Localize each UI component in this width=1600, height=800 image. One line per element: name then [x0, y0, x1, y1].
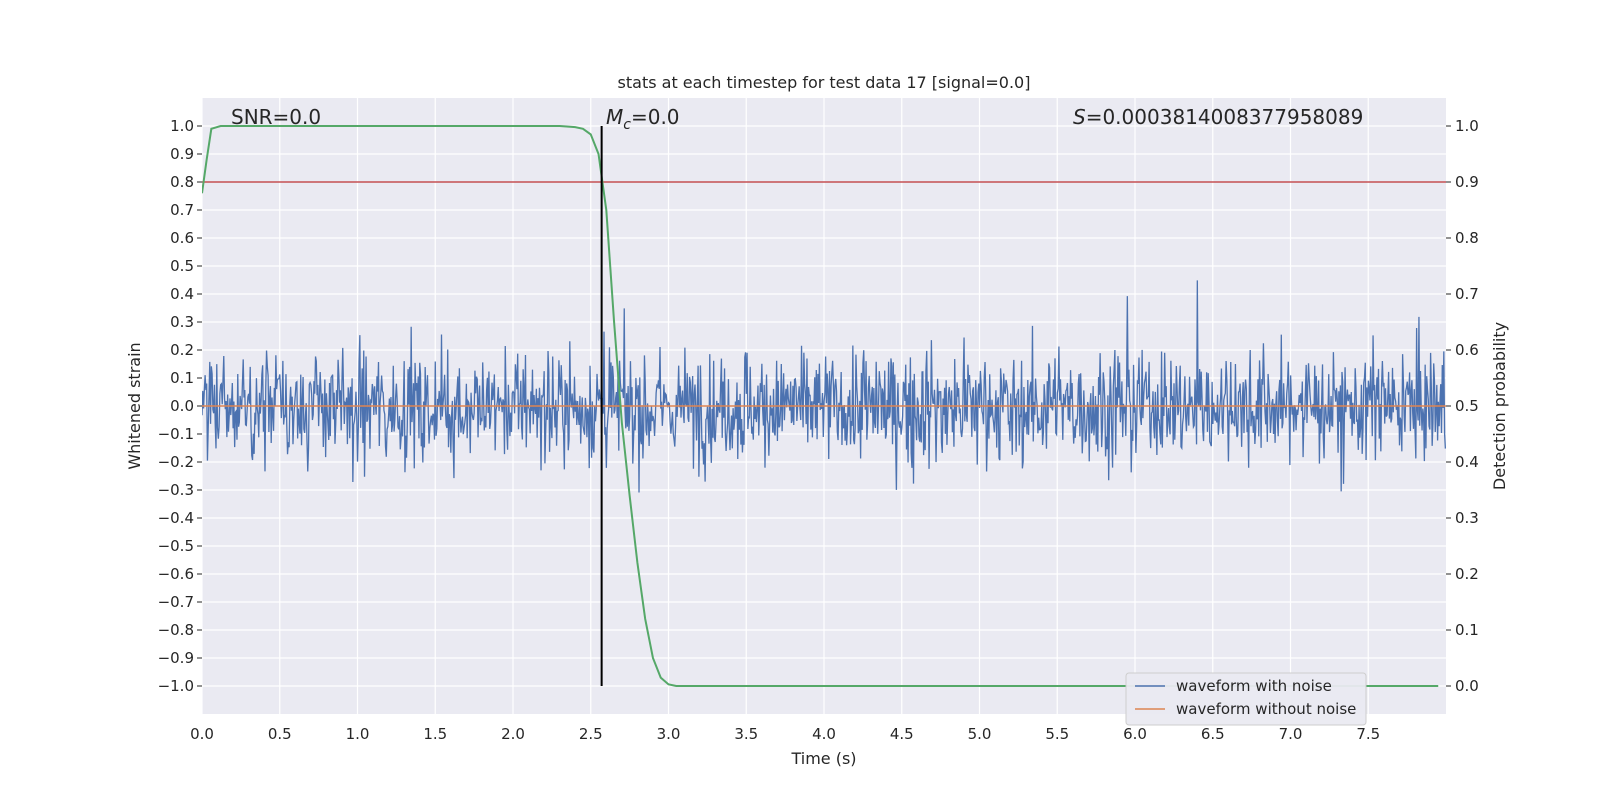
y-tick-label-15: −0.5	[158, 537, 194, 555]
y-tick-label-12: −0.2	[158, 453, 194, 471]
x-tick-label-14: 7.0	[1279, 725, 1303, 743]
x-tick-label-13: 6.5	[1201, 725, 1225, 743]
x-tick-label-8: 4.0	[812, 725, 836, 743]
y-tick-label-5: 0.5	[170, 257, 194, 275]
legend-entry-no-noise: waveform without noise	[1176, 700, 1356, 718]
y-tick-label-18: −0.8	[158, 621, 194, 639]
chart-title: stats at each timestep for test data 17 …	[618, 73, 1031, 92]
s-annotation: S=0.0003814008377958089	[1073, 105, 1363, 129]
y-tick-label-13: −0.3	[158, 481, 194, 499]
y-tick-label-3: 0.7	[170, 201, 194, 219]
x-tick-label-7: 3.5	[734, 725, 758, 743]
s-symbol: S	[1073, 105, 1086, 129]
y-tick-label-17: −0.7	[158, 593, 194, 611]
y-tick-label-9: 0.1	[170, 369, 194, 387]
x-tick-label-10: 5.0	[968, 725, 992, 743]
x-axis-ticks: 0.0 0.5 1.0 1.5 2.0 2.5 3.0 3.5 4.0 4.5 5.0 5.5 6.0 6…	[190, 725, 1380, 743]
x-tick-label-11: 5.5	[1045, 725, 1069, 743]
y2-tick-label-6: 0.4	[1455, 453, 1479, 471]
x-tick-label-15: 7.5	[1356, 725, 1380, 743]
x-tick-label-12: 6.0	[1123, 725, 1147, 743]
y2-tick-label-2: 0.8	[1455, 229, 1479, 247]
legend: waveform with noise waveform without noi…	[1125, 672, 1367, 726]
y-axis-ticks: 1.0 0.9 0.8 0.7 0.6 0.5 0.4 0.3 0.2 0.1 0.0 −0.1 −0.…	[158, 117, 202, 695]
y2-tick-label-8: 0.2	[1455, 565, 1479, 583]
y2-tick-label-3: 0.7	[1455, 285, 1479, 303]
snr-annotation: SNR=0.0	[231, 105, 321, 129]
x-tick-label-2: 1.0	[346, 725, 370, 743]
y-tick-label-1: 0.9	[170, 145, 194, 163]
s-value: =0.0003814008377958089	[1086, 105, 1364, 129]
y2-tick-label-0: 1.0	[1455, 117, 1479, 135]
mc-subscript: c	[623, 117, 631, 133]
x-tick-label-9: 4.5	[890, 725, 914, 743]
y-tick-label-2: 0.8	[170, 173, 194, 191]
series-waveform-with-noise	[202, 280, 1446, 493]
y-axis-label: Whitened strain	[125, 342, 144, 469]
x-tick-label-0: 0.0	[190, 725, 214, 743]
y2-tick-label-5: 0.5	[1455, 397, 1479, 415]
x-tick-label-6: 3.0	[657, 725, 681, 743]
y-tick-label-19: −0.9	[158, 649, 194, 667]
y2-tick-label-10: 0.0	[1455, 677, 1479, 695]
mc-annotation: Mc=0.0	[606, 105, 680, 133]
legend-box	[1125, 672, 1367, 726]
y2-tick-label-1: 0.9	[1455, 173, 1479, 191]
y-tick-label-16: −0.6	[158, 565, 194, 583]
x-tick-label-1: 0.5	[268, 725, 292, 743]
y-tick-label-7: 0.3	[170, 313, 194, 331]
y-tick-label-0: 1.0	[170, 117, 194, 135]
mc-value: =0.0	[631, 105, 680, 129]
y2-tick-label-4: 0.6	[1455, 341, 1479, 359]
x-axis-label: Time (s)	[790, 749, 856, 768]
y2-tick-label-9: 0.1	[1455, 621, 1479, 639]
y-tick-label-11: −0.1	[158, 425, 194, 443]
y2-tick-label-7: 0.3	[1455, 509, 1479, 527]
x-tick-label-5: 2.5	[579, 725, 603, 743]
legend-entry-noise: waveform with noise	[1176, 677, 1332, 695]
y-tick-label-10: 0.0	[170, 397, 194, 415]
y2-axis-label: Detection probability	[1490, 322, 1509, 490]
mc-symbol: M	[606, 105, 623, 129]
y-tick-label-14: −0.4	[158, 509, 194, 527]
y-tick-label-20: −1.0	[158, 677, 194, 695]
y-tick-label-4: 0.6	[170, 229, 194, 247]
y-tick-label-6: 0.4	[170, 285, 194, 303]
plot-area	[202, 125, 1446, 687]
x-tick-label-4: 2.0	[501, 725, 525, 743]
y2-axis-ticks: 1.0 0.9 0.8 0.7 0.6 0.5 0.4 0.3 0.2 0.1 0.0	[1446, 117, 1479, 695]
x-tick-label-3: 1.5	[423, 725, 447, 743]
y-tick-label-8: 0.2	[170, 341, 194, 359]
series-detection-probability	[202, 125, 1439, 687]
